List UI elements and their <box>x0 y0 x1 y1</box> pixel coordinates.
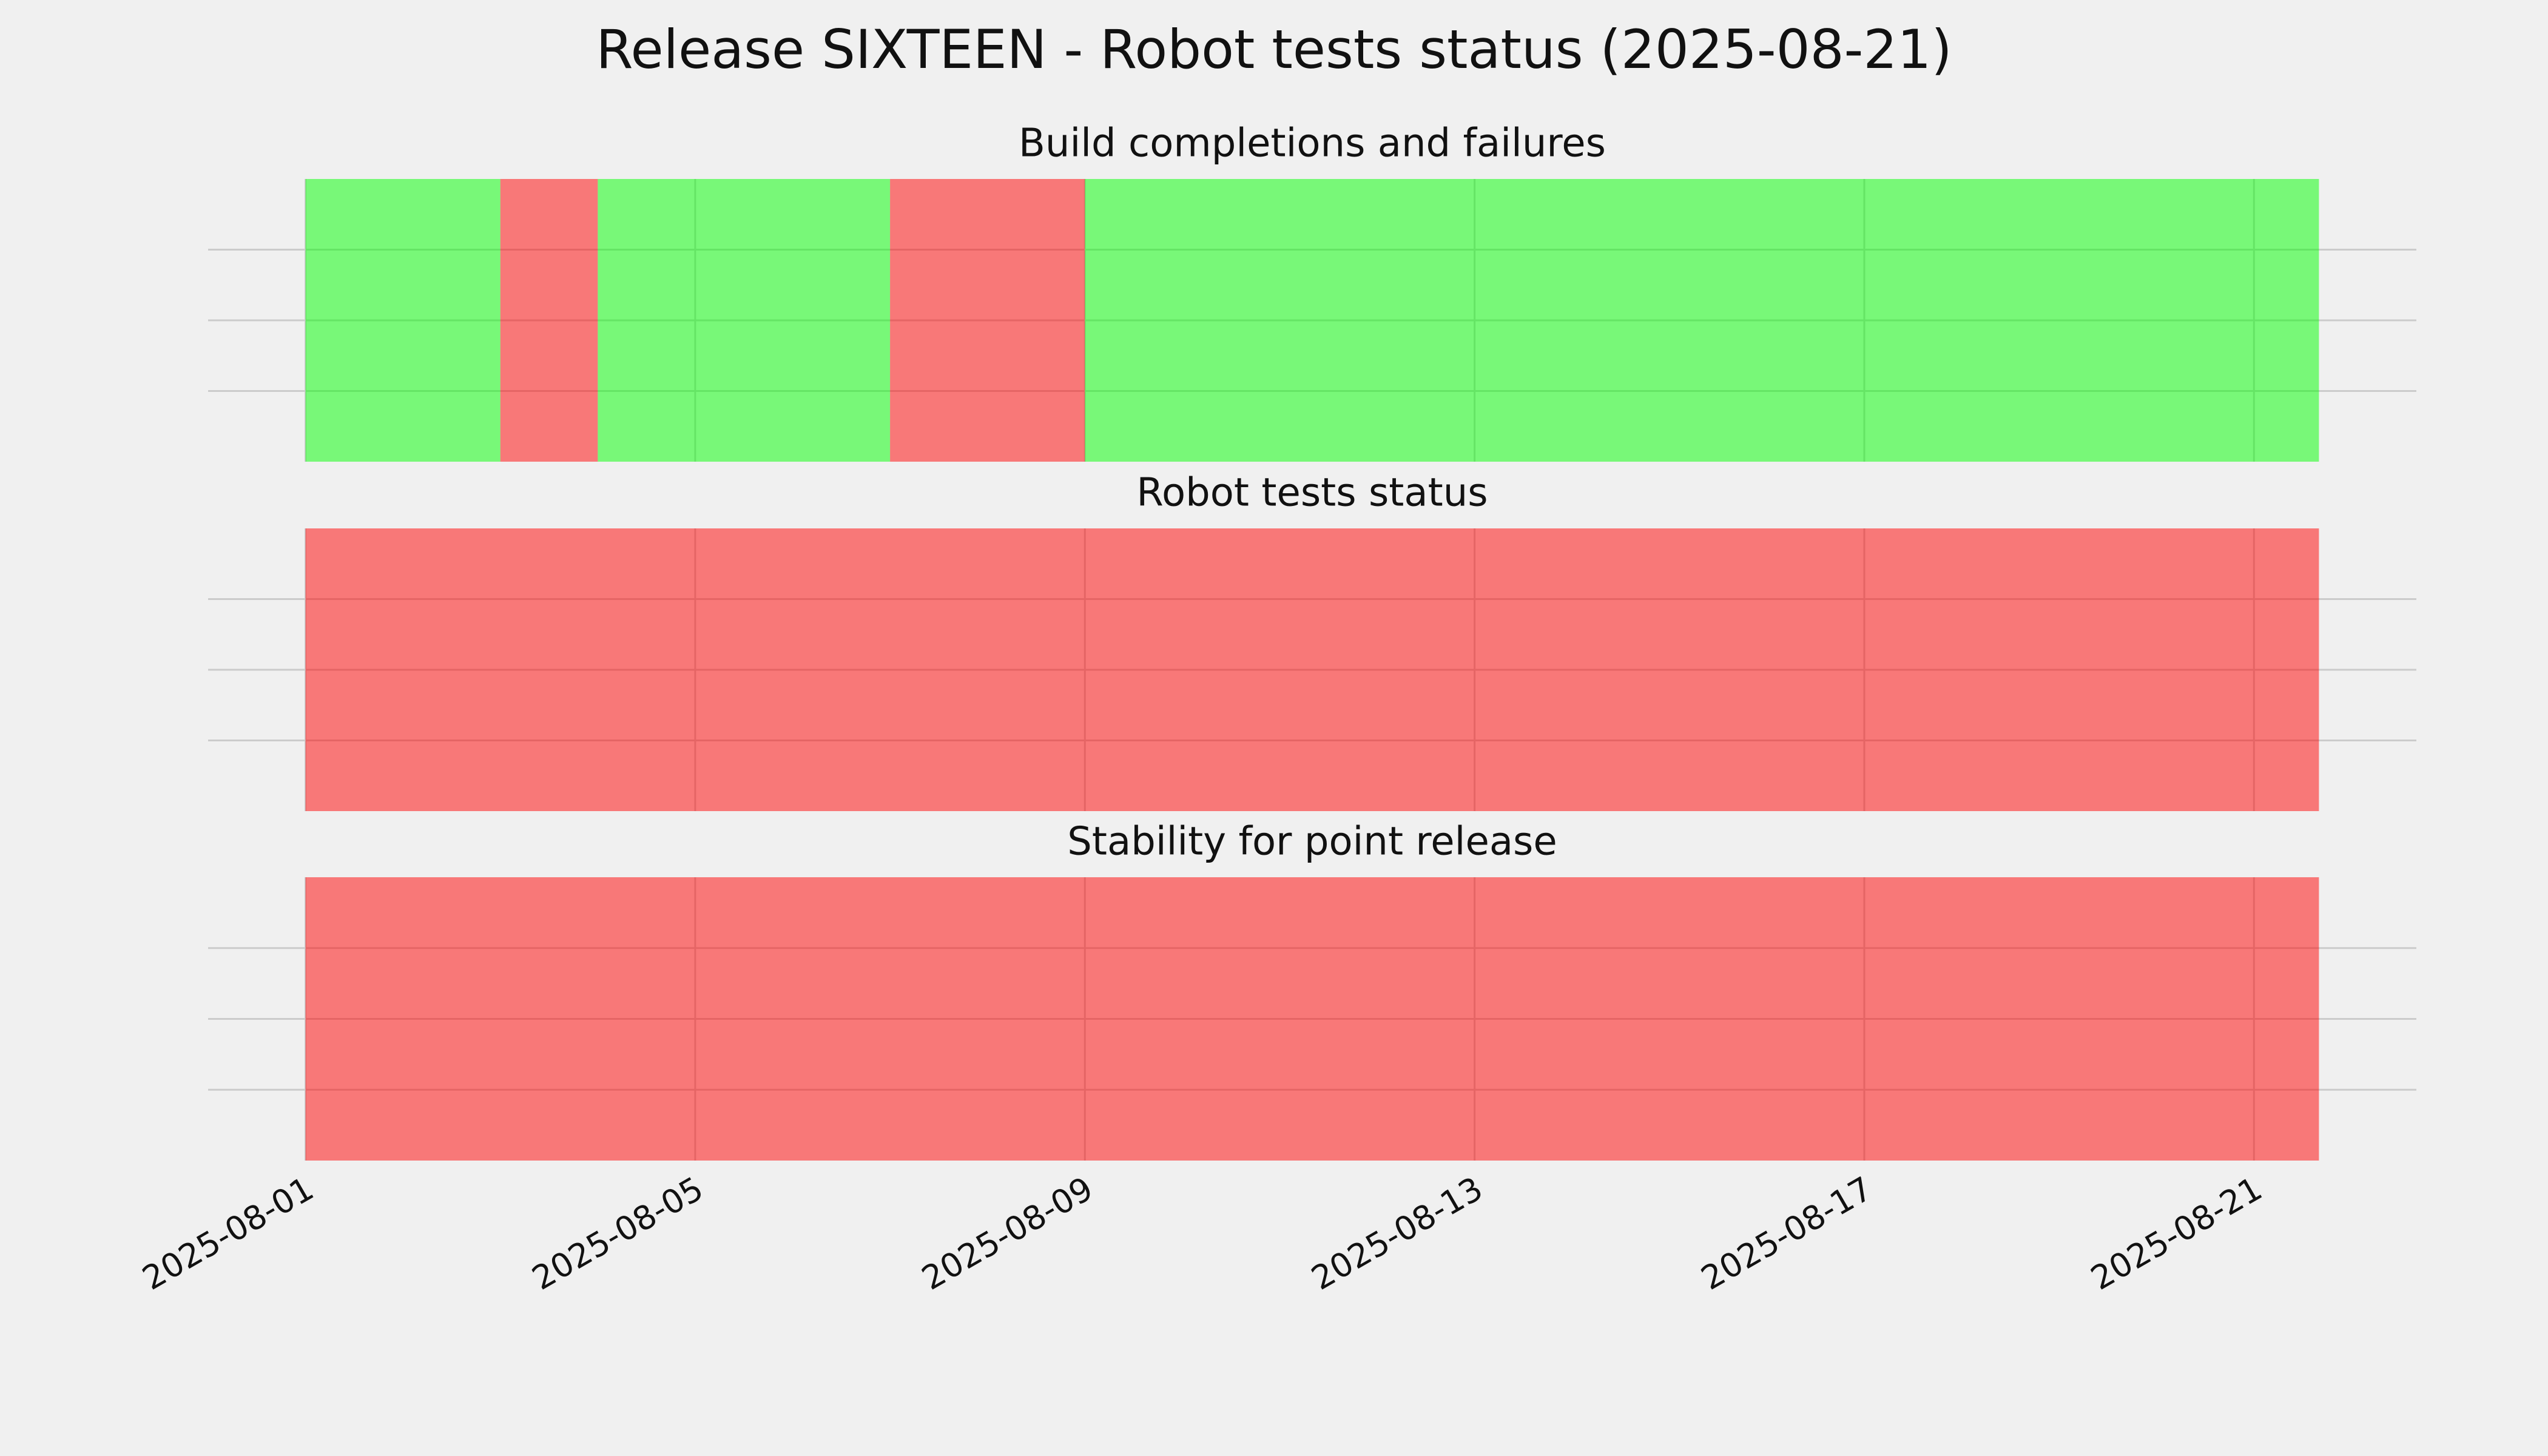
panel-title: Robot tests status <box>1136 471 1488 516</box>
status-segment <box>305 179 500 462</box>
chart-title: Release SIXTEEN - Robot tests status (20… <box>596 18 1952 81</box>
status-segment <box>305 877 2319 1161</box>
status-segment <box>1085 179 2319 462</box>
status-segment <box>890 179 1085 462</box>
status-segment <box>500 179 598 462</box>
panel-title: Build completions and failures <box>1019 121 1606 166</box>
status-segment <box>305 528 2319 811</box>
panel-title: Stability for point release <box>1067 820 1557 864</box>
status-segment <box>598 179 891 462</box>
